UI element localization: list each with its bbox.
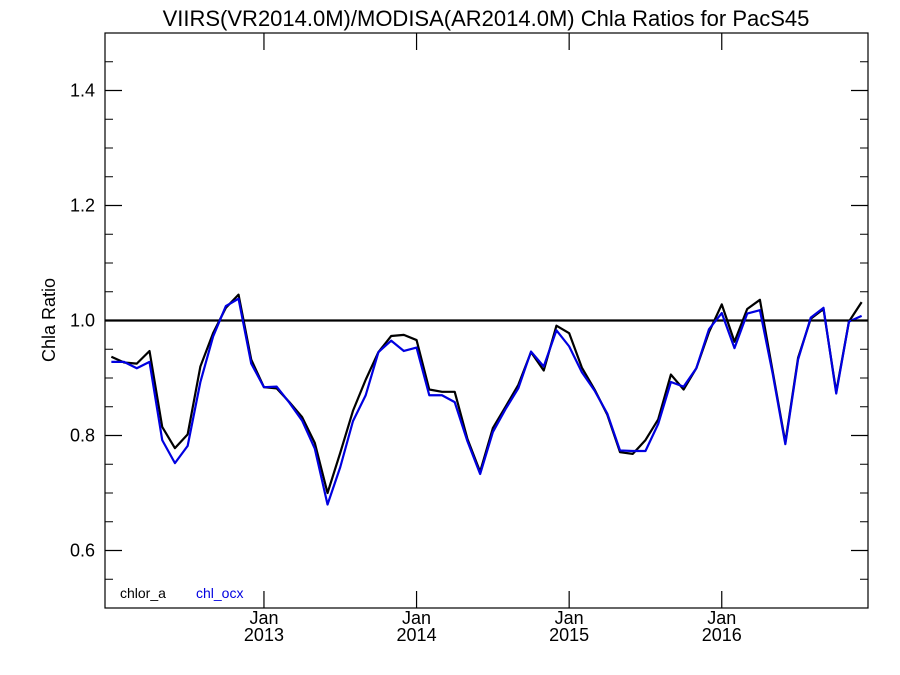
series-line-chlor-a [110,293,863,495]
legend-entry-chlor-a: chlor_a [120,585,166,601]
y-tick-label: 1.2 [70,196,95,216]
x-tick-label-month: Jan [555,608,584,628]
x-tick-label-month: Jan [402,608,431,628]
x-tick-label-year: 2015 [549,625,589,645]
plot-area [105,293,868,506]
y-tick-label: 1.4 [70,81,95,101]
x-tick-label-year: 2013 [244,625,284,645]
x-tick-label-month: Jan [707,608,736,628]
y-tick-label: 0.8 [70,426,95,446]
y-tick-label: 0.6 [70,541,95,561]
y-axis-label: Chla Ratio [39,278,59,362]
series-line-chl-ocx [111,297,863,506]
legend-entry-chl-ocx: chl_ocx [196,585,243,601]
chart-title: VIIRS(VR2014.0M)/MODISA(AR2014.0M) Chla … [163,6,810,31]
axes: 0.60.81.01.21.4Jan2013Jan2014Jan2015Jan2… [70,32,869,645]
y-tick-label: 1.0 [70,311,95,331]
x-tick-label-year: 2016 [702,625,742,645]
x-tick-label-month: Jan [249,608,278,628]
x-tick-label-year: 2014 [397,625,437,645]
legend: chlor_a chl_ocx [120,585,243,601]
